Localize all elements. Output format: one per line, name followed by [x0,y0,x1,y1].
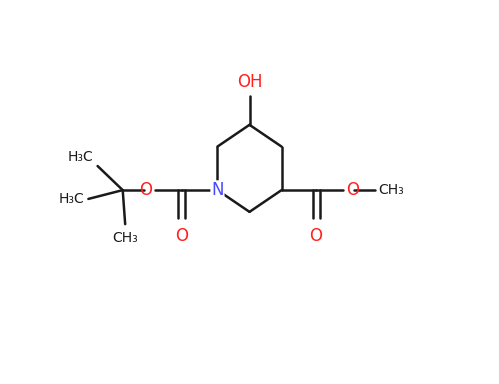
Text: OH: OH [237,73,262,91]
Text: CH₃: CH₃ [112,231,138,245]
Text: O: O [139,181,152,199]
Text: O: O [176,227,189,245]
Text: O: O [346,181,359,199]
Text: H₃C: H₃C [68,150,94,164]
Text: H₃C: H₃C [59,192,84,206]
Text: N: N [211,181,224,199]
Text: O: O [309,227,322,245]
Text: CH₃: CH₃ [378,183,404,197]
